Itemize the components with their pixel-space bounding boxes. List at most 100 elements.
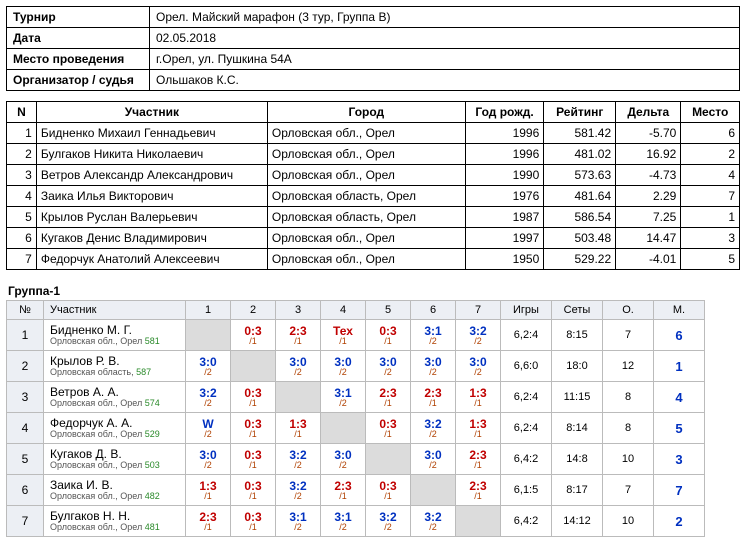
col-opponent: 1 [186,301,231,320]
participant-cell: Крылов Р. В. Орловская область, 587 [44,351,186,382]
score-cell: 0:3 /1 [231,475,276,506]
score-cell: 3:2 /2 [456,320,501,351]
score-cell: 0:3 /1 [366,413,411,444]
stat-games: 6,2:4 [501,320,552,351]
diagonal-cell [456,506,501,537]
score-cell: 1:3 /1 [456,413,501,444]
info-value: г.Орел, ул. Пушкина 54А [150,49,740,70]
stat-o: 8 [603,413,654,444]
stat-sets: 11:15 [552,382,603,413]
stat-sets: 14:12 [552,506,603,537]
col-n: N [7,102,37,123]
info-value: 02.05.2018 [150,28,740,49]
table-row: 7 Федорчук Анатолий Алексеевич Орловская… [7,249,740,270]
stat-games: 6,2:4 [501,382,552,413]
cross-row: 7 Булгаков Н. Н. Орловская обл., Орел 48… [7,506,705,537]
col-opponent: 6 [411,301,456,320]
info-label: Турнир [7,7,150,28]
score-cell: 3:0 /2 [186,351,231,382]
col-place: Место [681,102,740,123]
col-rating: Рейтинг [544,102,616,123]
participant-cell: Бидненко М. Г. Орловская обл., Орел 581 [44,320,186,351]
participant-cell: Кугаков Д. В. Орловская обл., Орел 503 [44,444,186,475]
score-cell: 1:3 /1 [186,475,231,506]
col-opponent: 5 [366,301,411,320]
stat-games: 6,2:4 [501,413,552,444]
stat-sets: 14:8 [552,444,603,475]
score-cell: 3:2 /2 [186,382,231,413]
stat-place: 2 [654,506,705,537]
participant-cell: Заика И. В. Орловская обл., Орел 482 [44,475,186,506]
table-row: 2 Булгаков Никита Николаевич Орловская о… [7,144,740,165]
col-name: Участник [36,102,267,123]
col-opponent: 3 [276,301,321,320]
score-cell: 1:3 /1 [276,413,321,444]
score-cell: 2:3 /1 [411,382,456,413]
col-no: № [7,301,44,320]
score-cell: 1:3 /1 [456,382,501,413]
score-cell: 3:2 /2 [276,444,321,475]
cross-row: 5 Кугаков Д. В. Орловская обл., Орел 503… [7,444,705,475]
score-cell: 0:3 /1 [231,444,276,475]
score-cell: 2:3 /1 [366,382,411,413]
score-cell: 0:3 /1 [366,475,411,506]
stat-o: 10 [603,506,654,537]
col-m: М. [654,301,705,320]
stat-games: 6,1:5 [501,475,552,506]
score-cell: 3:2 /2 [276,475,321,506]
score-cell: 3:0 /2 [411,351,456,382]
cross-row: 3 Ветров А. А. Орловская обл., Орел 574 … [7,382,705,413]
info-label: Дата [7,28,150,49]
table-row: 1 Бидненко Михаил Геннадьевич Орловская … [7,123,740,144]
stat-place: 1 [654,351,705,382]
stat-place: 3 [654,444,705,475]
score-cell: 2:3 /1 [456,444,501,475]
score-cell: 3:1 /2 [276,506,321,537]
score-cell: W /2 [186,413,231,444]
score-cell: 0:3 /1 [231,506,276,537]
diagonal-cell [231,351,276,382]
score-cell: Тех /1 [321,320,366,351]
score-cell: 2:3 /1 [276,320,321,351]
info-value: Орел. Майский марафон (3 тур, Группа B) [150,7,740,28]
col-year: Год рожд. [465,102,543,123]
row-number: 7 [7,506,44,537]
score-cell: 3:1 /2 [411,320,456,351]
stat-sets: 8:14 [552,413,603,444]
stat-o: 7 [603,475,654,506]
col-opponent: 4 [321,301,366,320]
table-row: 6 Кугаков Денис Владимирович Орловская о… [7,228,740,249]
row-number: 4 [7,413,44,444]
row-number: 3 [7,382,44,413]
score-cell: 3:2 /2 [366,506,411,537]
score-cell: 3:0 /2 [321,351,366,382]
score-cell: 0:3 /1 [231,382,276,413]
score-cell: 0:3 /1 [231,413,276,444]
score-cell: 2:3 /1 [456,475,501,506]
score-cell: 3:1 /2 [321,506,366,537]
stat-o: 7 [603,320,654,351]
score-cell: 3:0 /2 [366,351,411,382]
info-value: Ольшаков К.С. [150,70,740,91]
score-cell: 3:0 /2 [456,351,501,382]
score-cell: 3:0 /2 [321,444,366,475]
stat-place: 7 [654,475,705,506]
table-row: 5 Крылов Руслан Валерьевич Орловская обл… [7,207,740,228]
cross-row: 2 Крылов Р. В. Орловская область, 587 3:… [7,351,705,382]
diagonal-cell [186,320,231,351]
score-cell: 3:0 /2 [411,444,456,475]
score-cell: 3:0 /2 [276,351,321,382]
stat-place: 4 [654,382,705,413]
cross-row: 1 Бидненко М. Г. Орловская обл., Орел 58… [7,320,705,351]
cross-row: 6 Заика И. В. Орловская обл., Орел 482 1… [7,475,705,506]
diagonal-cell [276,382,321,413]
diagonal-cell [411,475,456,506]
crosstable: № Участник1234567Игры Сеты О. М. 1 Бидне… [6,300,705,537]
col-opponent: 7 [456,301,501,320]
col-participant: Участник [44,301,186,320]
score-cell: 0:3 /1 [366,320,411,351]
col-opponent: 2 [231,301,276,320]
tournament-info-table: Турнир Орел. Майский марафон (3 тур, Гру… [6,6,740,91]
cross-row: 4 Федорчук А. А. Орловская обл., Орел 52… [7,413,705,444]
diagonal-cell [321,413,366,444]
